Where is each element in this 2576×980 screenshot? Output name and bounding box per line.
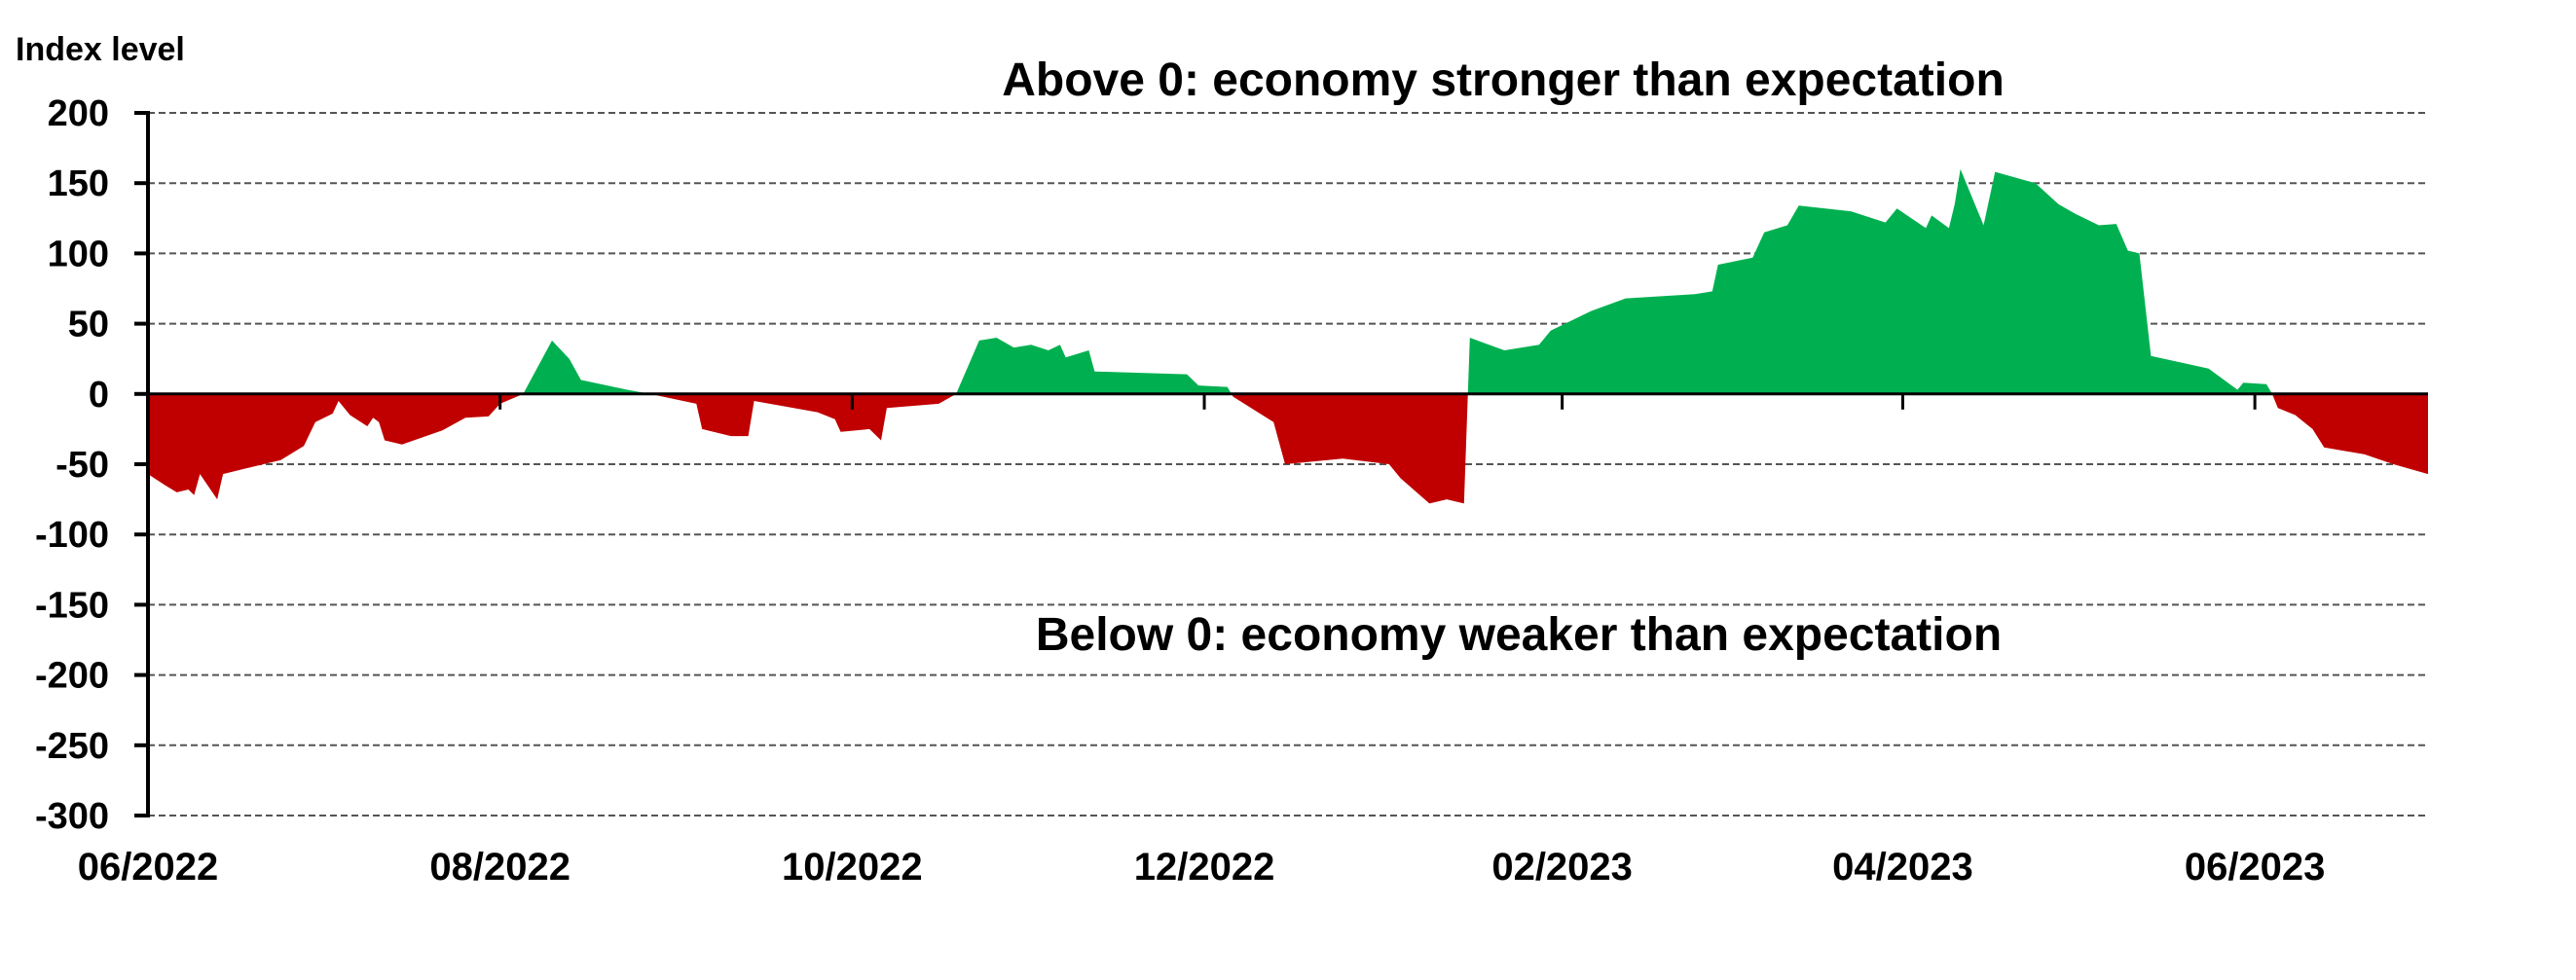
gridlines: [148, 112, 2428, 817]
y-tick-label: -100: [35, 515, 109, 556]
area-below-zero: [148, 394, 2428, 504]
y-axis-label: Index level: [16, 31, 185, 68]
x-tick-label: 02/2023: [1491, 846, 1633, 889]
y-tick-label: 50: [68, 305, 109, 345]
area-above-zero: [148, 168, 2428, 394]
y-tick-labels: 200 150 100 50 0 -50 -100 -150 -200 -250 -300: [35, 93, 109, 837]
x-tick-label: 06/2022: [78, 846, 219, 889]
y-tick-label: -150: [35, 585, 109, 626]
y-tick-label: 0: [89, 375, 109, 416]
x-tick-label: 10/2022: [782, 846, 923, 889]
x-tick-label: 04/2023: [1832, 846, 1973, 889]
y-tick-label: 150: [48, 163, 109, 204]
x-tick-label: 12/2022: [1134, 846, 1275, 889]
x-tick-label: 08/2022: [429, 846, 570, 889]
x-tick-label: 06/2023: [2185, 846, 2326, 889]
y-tick-label: 100: [48, 234, 109, 274]
x-tick-labels: 06/2022 08/2022 10/2022 12/2022 02/2023 04/20…: [78, 846, 2326, 889]
y-tick-label: 200: [48, 93, 109, 134]
annotation-below: Below 0: economy weaker than expectation: [1036, 609, 2002, 661]
y-tick-label: -50: [55, 445, 109, 486]
y-tick-label: -300: [35, 796, 109, 837]
annotation-above: Above 0: economy stronger than expectati…: [1002, 54, 2005, 106]
y-tick-label: -250: [35, 726, 109, 767]
axes: [134, 111, 2428, 817]
y-tick-label: -200: [35, 656, 109, 697]
